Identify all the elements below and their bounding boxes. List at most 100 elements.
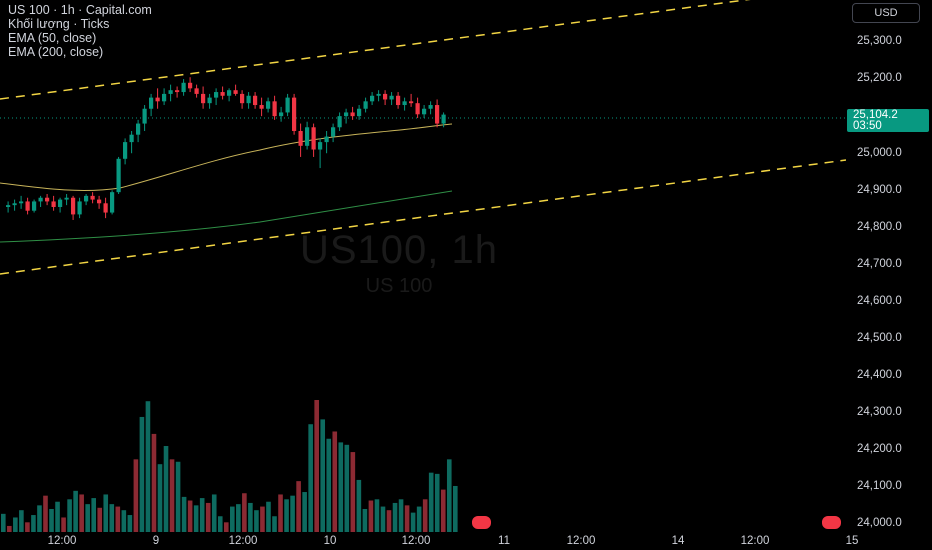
candle-body xyxy=(188,82,193,89)
price-chart-svg[interactable] xyxy=(0,0,846,532)
volume-bar xyxy=(121,510,127,532)
candle-body xyxy=(38,197,43,202)
candle-body xyxy=(129,134,134,143)
volume-bar xyxy=(266,501,271,532)
candle-body xyxy=(233,90,238,94)
candle-body xyxy=(357,108,362,117)
candle-body xyxy=(305,127,310,146)
volume-bar xyxy=(217,516,223,532)
candle-body xyxy=(77,201,82,215)
volume-bar xyxy=(13,517,18,532)
volume-bar xyxy=(181,496,187,532)
us-flag-event-icon[interactable] xyxy=(822,516,841,529)
volume-bar xyxy=(356,479,362,532)
candle-body xyxy=(383,93,388,100)
candle-body xyxy=(32,201,37,211)
volume-bar xyxy=(446,459,452,532)
volume-bar xyxy=(290,495,295,532)
us-flag-event-icon[interactable] xyxy=(472,516,491,529)
candle-body xyxy=(168,90,173,94)
price-tick: 24,900.0 xyxy=(857,184,902,196)
volume-bar xyxy=(428,472,434,532)
current-price-value: 25,104.2 xyxy=(853,109,898,121)
candle-body xyxy=(19,201,24,204)
candle-body xyxy=(376,93,381,96)
volume-bar xyxy=(187,500,193,532)
volume-bar xyxy=(380,506,386,532)
candle-body xyxy=(292,97,297,131)
volume-bar xyxy=(103,494,109,532)
ema50-line xyxy=(0,123,453,191)
volume-bar xyxy=(73,490,78,532)
volume-bar xyxy=(308,424,313,532)
volume-bar xyxy=(97,507,103,532)
volume-bar xyxy=(109,504,115,532)
bar-countdown: 03:50 xyxy=(853,120,882,132)
volume-bar xyxy=(404,505,410,532)
candle-body xyxy=(45,197,50,202)
volume-bar xyxy=(223,522,229,532)
candle-body xyxy=(220,92,225,96)
candle-body xyxy=(97,199,102,204)
candle-body xyxy=(396,95,401,106)
candle-body xyxy=(409,101,414,104)
candle-body xyxy=(227,90,232,96)
candle-body xyxy=(123,142,128,159)
volume-bar xyxy=(205,502,211,532)
candle-body xyxy=(259,105,264,109)
price-tick: 24,500.0 xyxy=(857,332,902,344)
candle-body xyxy=(58,199,63,207)
candle-body xyxy=(344,112,349,117)
symbol-info[interactable]: US 100 · 1h · Capital.com xyxy=(8,3,152,17)
volume-bar xyxy=(55,501,60,532)
volume-bar xyxy=(236,504,241,532)
volume-bar xyxy=(374,499,380,532)
volume-bar xyxy=(242,493,247,532)
candle-body xyxy=(155,97,160,102)
time-label: 10 xyxy=(323,535,337,547)
time-label: 15 xyxy=(845,535,859,547)
time-label: 11 xyxy=(498,535,510,547)
candle-body xyxy=(6,205,11,207)
chart-legend: US 100 · 1h · Capital.com Khối lượng · T… xyxy=(8,3,152,59)
volume-bar xyxy=(416,506,422,532)
volume-bar xyxy=(49,508,54,532)
price-tick: 24,800.0 xyxy=(857,221,902,233)
price-axis[interactable]: USD 25,300.0 25,200.0 25,104.2 03:50 25,… xyxy=(846,0,932,550)
candle-body xyxy=(194,88,199,94)
volume-bar xyxy=(139,416,145,532)
candle-body xyxy=(415,103,420,115)
candle-body xyxy=(422,108,427,115)
candle-body xyxy=(103,203,108,213)
candle-body xyxy=(246,95,251,104)
currency-button[interactable]: USD xyxy=(852,3,920,23)
price-tick: 25,300.0 xyxy=(857,35,902,47)
volume-bar xyxy=(272,516,277,532)
volume-bar xyxy=(260,506,265,532)
chart-area[interactable]: US 100 · 1h · Capital.com Khối lượng · T… xyxy=(0,0,846,532)
volume-bar xyxy=(91,498,96,532)
volume-bar xyxy=(151,433,157,532)
price-tick: 24,000.0 xyxy=(857,517,902,529)
candle-body xyxy=(51,201,56,207)
ema200-indicator-label[interactable]: EMA (200, close) xyxy=(8,45,104,59)
volume-bar xyxy=(115,506,121,532)
ema50-indicator-label[interactable]: EMA (50, close) xyxy=(8,31,97,45)
price-tick: 24,600.0 xyxy=(857,295,902,307)
candle-body xyxy=(337,116,342,128)
time-axis[interactable]: 12:00 9 12:00 10 12:00 11 12:00 14 12:00… xyxy=(0,532,859,550)
candle-body xyxy=(64,197,69,200)
candle-body xyxy=(162,93,167,102)
volume-bar xyxy=(1,513,6,532)
volume-bar xyxy=(25,522,30,532)
volume-bar xyxy=(127,515,133,532)
volume-bar xyxy=(440,489,446,532)
volume-bar xyxy=(169,459,175,532)
volume-bar xyxy=(31,515,36,532)
candle-body xyxy=(266,101,271,109)
volume-bar xyxy=(7,525,12,532)
volume-bar xyxy=(230,506,235,532)
volume-bar xyxy=(145,401,151,532)
volume-bar xyxy=(368,500,374,532)
volume-indicator-label[interactable]: Khối lượng · Ticks xyxy=(8,17,110,31)
